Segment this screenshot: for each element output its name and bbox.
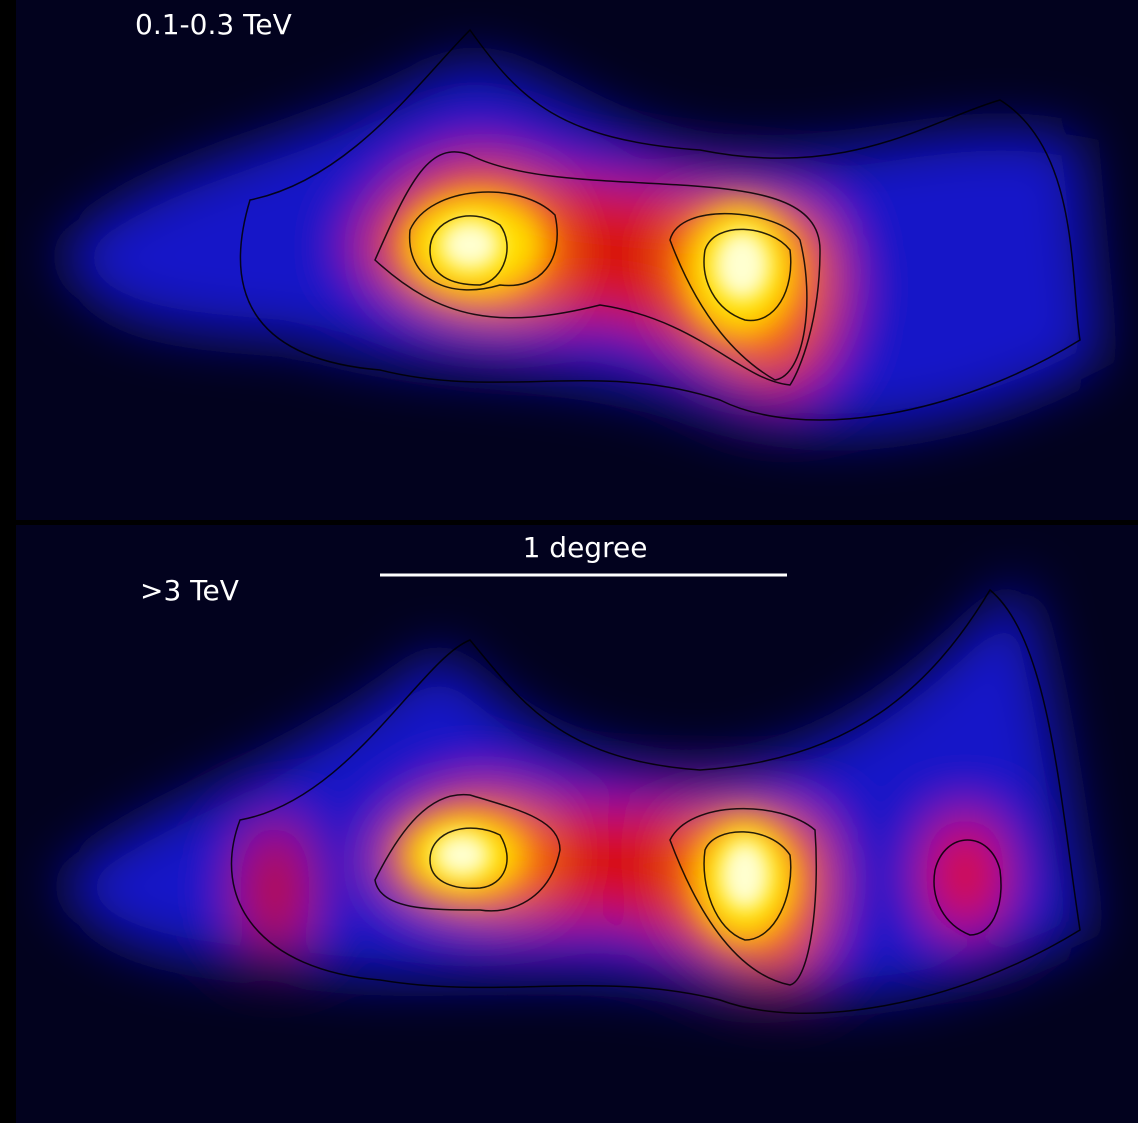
sky-map: 0.1-0.3 TeV >3 TeV xyxy=(0,0,1138,1123)
panel-bottom: >3 TeV xyxy=(16,525,1138,1123)
scale-label: 1 degree xyxy=(523,531,648,564)
panel-label: 0.1-0.3 TeV xyxy=(135,8,292,41)
page: 0.1-0.3 TeV >3 TeV xyxy=(0,0,1138,1123)
panel-top: 0.1-0.3 TeV xyxy=(16,0,1138,520)
panel-label: >3 TeV xyxy=(140,574,239,607)
